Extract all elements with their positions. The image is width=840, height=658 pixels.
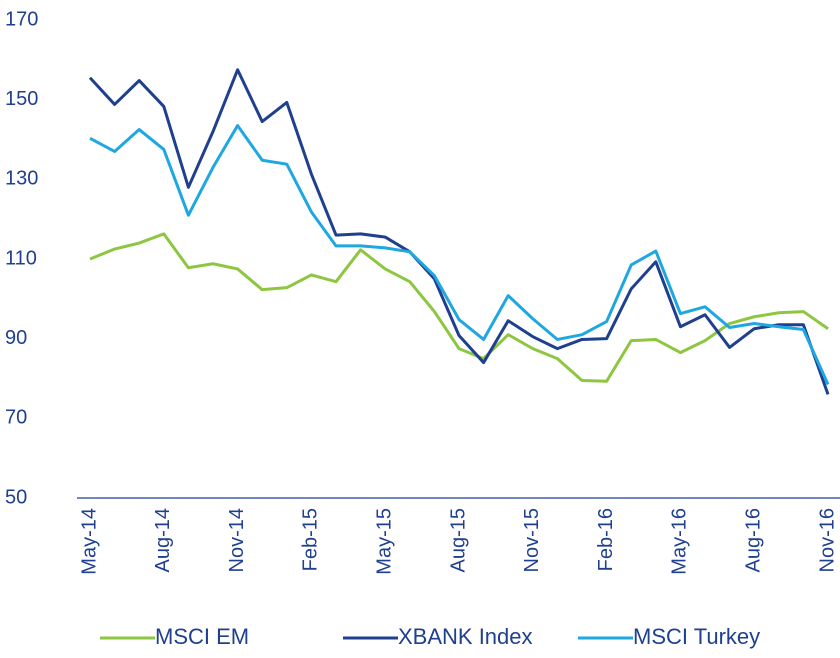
legend-label: XBANK Index: [398, 624, 533, 649]
y-tick-label: 90: [5, 327, 27, 349]
y-tick-label: 50: [5, 486, 27, 508]
x-tick-label: Feb-16: [595, 508, 617, 571]
x-tick-label: Nov-15: [521, 508, 543, 572]
legend-label: MSCI Turkey: [633, 624, 760, 649]
y-tick-label: 170: [5, 8, 38, 30]
y-tick-label: 150: [5, 88, 38, 110]
x-tick-label: Aug-15: [447, 508, 469, 573]
x-tick-label: Aug-14: [152, 508, 174, 573]
x-tick-label: May-15: [373, 508, 395, 575]
x-tick-label: Feb-15: [300, 508, 322, 571]
x-tick-label: May-14: [78, 508, 100, 575]
line-series: [88, 68, 830, 395]
x-tick-label: Nov-14: [226, 508, 248, 572]
line-series: [89, 124, 830, 386]
x-tick-label: May-16: [669, 508, 691, 575]
x-tick-label: Nov-16: [816, 508, 838, 572]
y-tick-label: 110: [5, 247, 37, 269]
y-tick-label: 130: [5, 168, 38, 190]
x-tick-label: Aug-16: [742, 508, 764, 573]
legend-label: MSCI EM: [155, 624, 249, 649]
y-tick-label: 70: [5, 407, 27, 429]
line-series: [89, 232, 829, 383]
